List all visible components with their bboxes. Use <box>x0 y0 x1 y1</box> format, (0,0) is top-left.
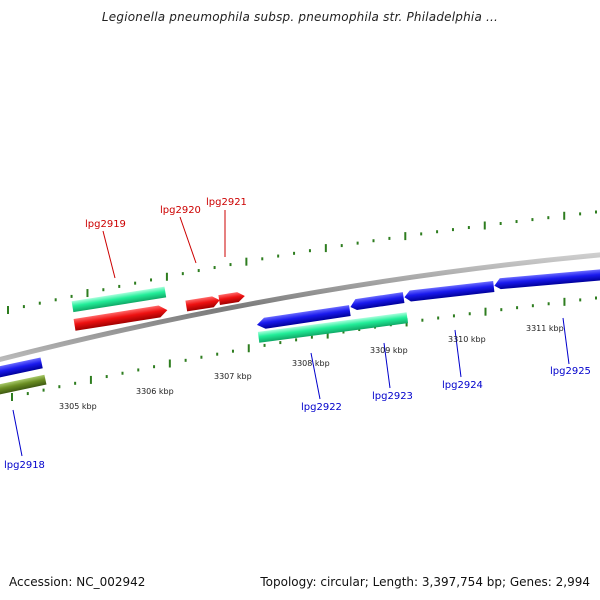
scale-label-3310: 3310 kbp <box>448 335 486 344</box>
callout-line-lpg2923 <box>383 342 391 389</box>
scale-label-3311: 3311 kbp <box>526 324 564 333</box>
gene-label-lpg2922[interactable]: lpg2922 <box>301 402 342 413</box>
gene-lpg2918[interactable] <box>0 357 43 380</box>
upper-tick-track <box>7 210 597 314</box>
callout-line-lpg2922 <box>310 352 321 400</box>
gene-label-lpg2924[interactable]: lpg2924 <box>442 380 483 391</box>
gene-lpg2922-lower[interactable] <box>257 312 409 343</box>
callout-line-lpg2918 <box>12 409 23 457</box>
map-title: Legionella pneumophila subsp. pneumophil… <box>101 10 499 24</box>
scale-label-3305: 3305 kbp <box>59 402 97 411</box>
callout-line-lpg2920 <box>179 216 197 264</box>
gene-label-lpg2920[interactable]: lpg2920 <box>160 205 201 216</box>
gene-lpg2923[interactable] <box>349 292 405 311</box>
callout-line-lpg2924 <box>454 329 462 378</box>
gene-lpg2924[interactable] <box>404 281 495 302</box>
callout-line-lpg2919 <box>102 230 116 279</box>
gene-lpg2919-upper[interactable] <box>71 286 167 313</box>
gene-label-lpg2918[interactable]: lpg2918 <box>4 460 45 471</box>
lower-tick-track <box>11 296 597 401</box>
gene-lpg2921[interactable] <box>218 291 245 305</box>
gene-lpg2918-lower[interactable] <box>0 374 47 397</box>
gene-lpg2922[interactable] <box>256 305 351 330</box>
scale-label-3308: 3308 kbp <box>292 359 330 368</box>
genome-backbone <box>0 252 600 363</box>
gene-label-lpg2923[interactable]: lpg2923 <box>372 391 413 402</box>
gene-label-lpg2921[interactable]: lpg2921 <box>206 197 247 208</box>
scale-label-3306: 3306 kbp <box>136 387 174 396</box>
scale-label-3309: 3309 kbp <box>370 346 408 355</box>
gene-label-lpg2925[interactable]: lpg2925 <box>550 366 591 377</box>
accession-info: Accession: NC_002942 <box>9 575 146 589</box>
callout-line-lpg2925 <box>562 317 570 365</box>
gene-lpg2925[interactable] <box>494 268 600 290</box>
gene-lpg2920[interactable] <box>185 295 220 312</box>
gene-label-lpg2919[interactable]: lpg2919 <box>85 219 126 230</box>
topology-summary: Topology: circular; Length: 3,397,754 bp… <box>260 575 590 589</box>
gene-lpg2919[interactable] <box>73 304 169 331</box>
scale-label-3307: 3307 kbp <box>214 372 252 381</box>
